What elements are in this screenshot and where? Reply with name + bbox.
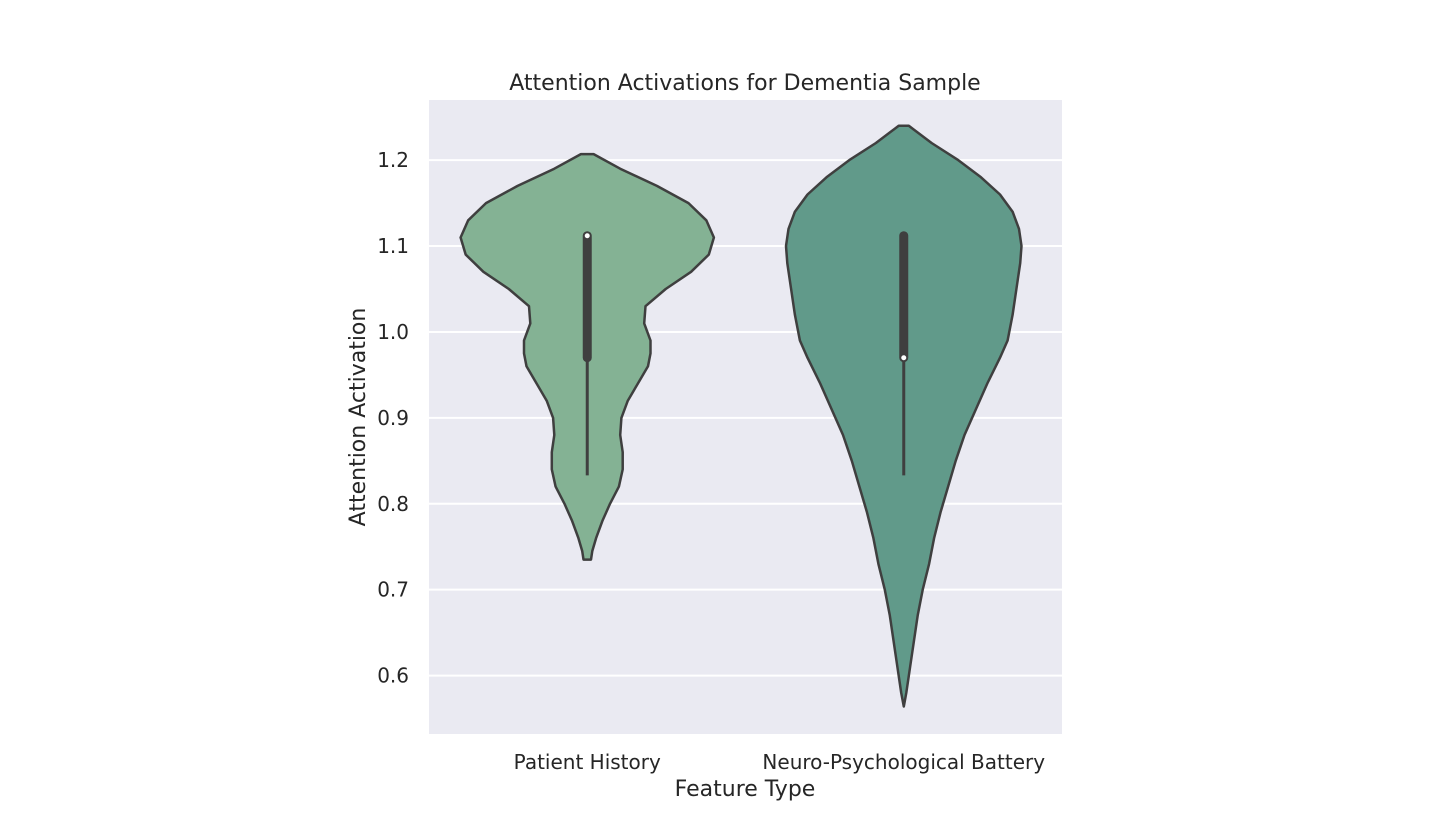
- y-tick-label: 0.7: [377, 578, 409, 602]
- y-tick-labels: 0.6 0.7 0.8 0.9 1.0 1.1 1.2: [377, 148, 409, 687]
- y-tick-label: 1.2: [377, 148, 409, 172]
- x-tick-labels: Patient History Neuro-Psychological Batte…: [514, 750, 1046, 774]
- y-tick-label: 0.9: [377, 406, 409, 430]
- y-tick-label: 0.8: [377, 492, 409, 516]
- median-marker: [901, 355, 907, 361]
- chart-title: Attention Activations for Dementia Sampl…: [509, 71, 980, 96]
- median-marker: [584, 233, 590, 239]
- y-tick-label: 0.6: [377, 664, 409, 688]
- x-tick-label: Neuro-Psychological Battery: [762, 750, 1045, 774]
- violins: [459, 124, 1023, 708]
- y-tick-label: 1.1: [377, 234, 409, 258]
- x-tick-label: Patient History: [514, 750, 661, 774]
- x-axis-label: Feature Type: [675, 777, 816, 802]
- y-tick-label: 1.0: [377, 320, 409, 344]
- y-axis-label: Attention Activation: [346, 308, 371, 527]
